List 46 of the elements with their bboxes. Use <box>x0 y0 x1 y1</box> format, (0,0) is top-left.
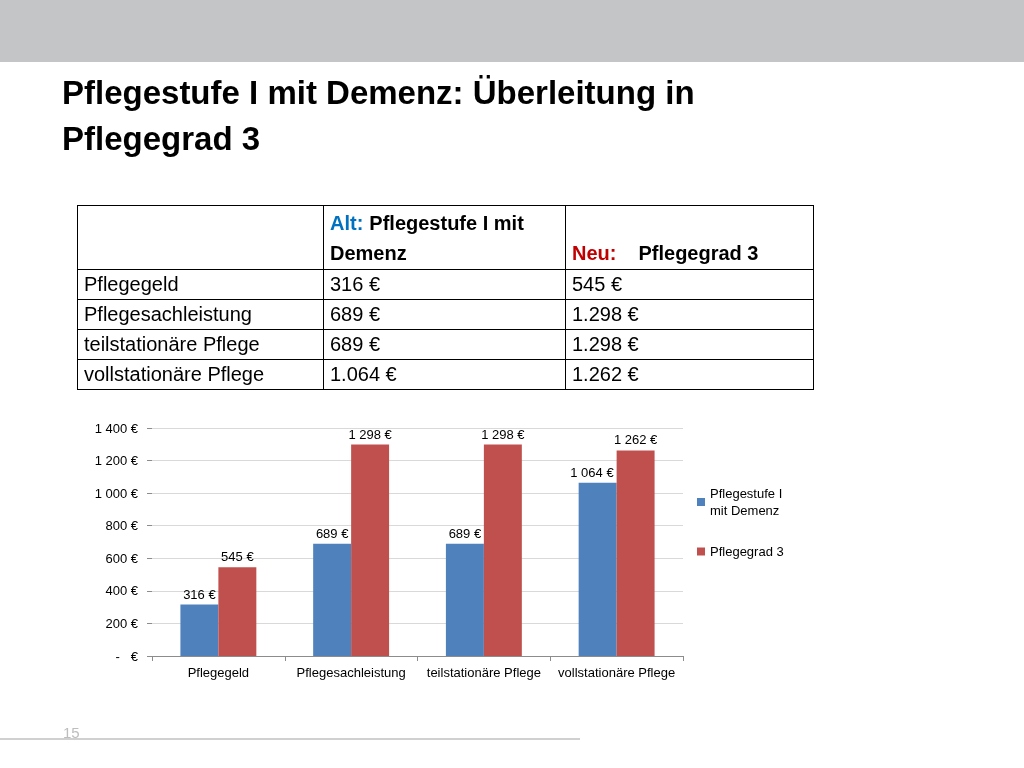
data-label: 1.298 € <box>565 329 814 360</box>
data-label: 689 € <box>315 525 350 541</box>
legend-label: Pflegegrad 3 <box>710 544 784 559</box>
x-tick-label: vollstationäre Pflege <box>558 665 676 680</box>
category-label: teilstationäre Pflege <box>77 329 324 360</box>
bar <box>483 444 522 656</box>
bar <box>351 444 390 656</box>
y-tick-label: 1 200 € <box>94 453 139 469</box>
y-tick-label: 600 € <box>105 550 139 566</box>
legend-label: Pflegestufe I mit Demenz <box>710 486 786 518</box>
y-tick-label: 200 € <box>105 615 139 631</box>
y-tick-label: 400 € <box>105 583 139 599</box>
data-label: 1 064 € <box>570 464 615 480</box>
legend-label: Neu: Pflegegrad 3 <box>572 242 759 264</box>
x-tick-label: teilstationäre Pflege <box>426 665 541 680</box>
bar <box>218 567 257 656</box>
data-label: 545 € <box>565 269 814 300</box>
bar <box>180 604 219 656</box>
bar <box>445 543 484 656</box>
y-tick-label: 1 400 € <box>94 420 139 436</box>
data-label: 689 € <box>323 299 566 330</box>
data-label: 1.064 € <box>323 359 566 390</box>
y-tick-label: - € <box>115 648 139 664</box>
data-label: 316 € <box>323 269 566 300</box>
y-tick-label: 1 000 € <box>94 485 139 501</box>
data-label: 1 298 € <box>481 426 526 442</box>
y-tick-label: 800 € <box>105 518 139 534</box>
data-label: 1 262 € <box>613 432 659 448</box>
text: Pflegestufe I mit Demenz: Überleitung in Pflegegrad 3 <box>62 73 696 159</box>
data-label: 1 298 € <box>348 426 393 442</box>
data-label: 689 € <box>323 329 566 360</box>
category-label: Pflegegeld <box>77 269 324 300</box>
category-label: vollstationäre Pflege <box>77 359 324 390</box>
legend-label: Alt: Pflegestufe I mit Demenz <box>330 212 524 264</box>
bar <box>313 543 352 656</box>
bar <box>616 450 655 656</box>
data-label: 316 € <box>183 586 217 602</box>
data-label: 1.298 € <box>565 299 814 330</box>
x-tick-label: Pflegegeld <box>187 665 250 680</box>
text: 15 <box>63 724 80 741</box>
data-label: 689 € <box>448 525 482 541</box>
x-tick-label: Pflegesachleistung <box>296 665 406 680</box>
bar <box>578 482 617 656</box>
data-label: 1.262 € <box>565 359 814 390</box>
category-label: Pflegesachleistung <box>77 299 324 330</box>
data-label: 545 € <box>221 549 255 565</box>
